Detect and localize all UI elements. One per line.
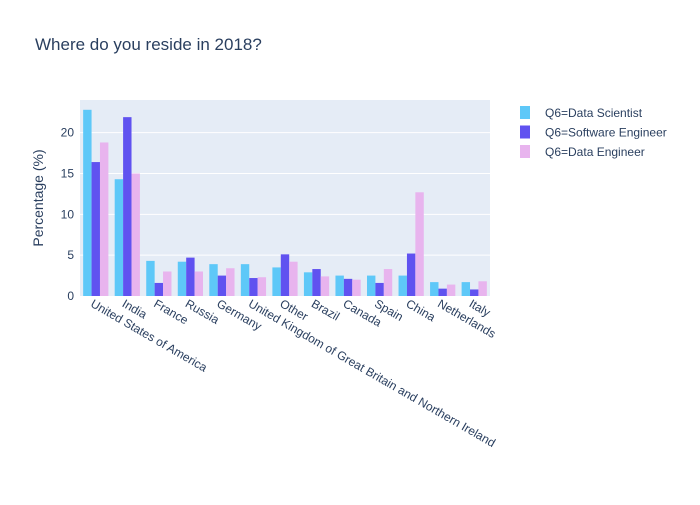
legend-label: Q6=Software Engineer <box>545 126 667 140</box>
bar[interactable] <box>289 261 298 296</box>
bar[interactable] <box>383 269 393 296</box>
bar[interactable] <box>461 282 471 296</box>
bar[interactable] <box>114 179 124 296</box>
bar[interactable] <box>303 272 313 296</box>
bar[interactable] <box>352 279 361 296</box>
legend-item[interactable]: Q6=Data Engineer <box>520 145 645 159</box>
bar[interactable] <box>123 117 132 297</box>
bar[interactable] <box>367 275 376 296</box>
bars <box>83 109 487 297</box>
legend-swatch <box>520 145 530 158</box>
legend-swatch <box>520 125 530 139</box>
y-axis-label: Percentage (%) <box>30 149 46 246</box>
bar[interactable] <box>217 275 227 296</box>
bar[interactable] <box>312 269 321 296</box>
bar[interactable] <box>177 261 187 296</box>
bar[interactable] <box>186 257 195 296</box>
bar[interactable] <box>209 264 218 296</box>
bar[interactable] <box>430 282 439 296</box>
bar[interactable] <box>438 288 447 296</box>
y-axis-ticks: 0 5 10 15 20 <box>61 126 75 303</box>
bar[interactable] <box>415 192 424 296</box>
legend-label: Q6=Data Engineer <box>545 145 645 159</box>
y-tick-label: 15 <box>61 167 75 181</box>
bar[interactable] <box>226 268 235 296</box>
chart-title: Where do you reside in 2018? <box>35 35 262 54</box>
bar[interactable] <box>154 282 164 296</box>
y-tick-label: 0 <box>67 289 74 303</box>
y-tick-label: 20 <box>61 126 75 140</box>
y-tick-label: 5 <box>67 248 74 262</box>
bar[interactable] <box>398 275 407 296</box>
bar[interactable] <box>249 278 258 296</box>
legend-swatch <box>520 106 530 119</box>
bar[interactable] <box>375 282 384 296</box>
legend[interactable]: Q6=Data Scientist Q6=Software Engineer Q6=… <box>520 106 667 159</box>
bar[interactable] <box>335 275 344 296</box>
bar[interactable] <box>99 142 109 296</box>
legend-item[interactable]: Q6=Software Engineer <box>520 125 667 140</box>
bar[interactable] <box>257 277 267 296</box>
legend-item[interactable]: Q6=Data Scientist <box>520 106 643 120</box>
y-tick-label: 10 <box>61 207 75 221</box>
bar[interactable] <box>240 264 250 296</box>
bar[interactable] <box>280 254 290 296</box>
bar[interactable] <box>406 253 416 296</box>
bar[interactable] <box>320 276 330 296</box>
legend-label: Q6=Data Scientist <box>545 106 643 120</box>
bar[interactable] <box>146 260 155 296</box>
bar[interactable] <box>470 289 479 296</box>
bar[interactable] <box>446 284 456 296</box>
bar[interactable] <box>83 109 92 296</box>
bar[interactable] <box>163 271 172 297</box>
bar[interactable] <box>131 173 140 297</box>
bar[interactable] <box>343 278 353 296</box>
bar[interactable] <box>91 162 100 296</box>
bar[interactable] <box>194 271 203 297</box>
bar[interactable] <box>478 281 487 296</box>
bar[interactable] <box>272 267 281 296</box>
